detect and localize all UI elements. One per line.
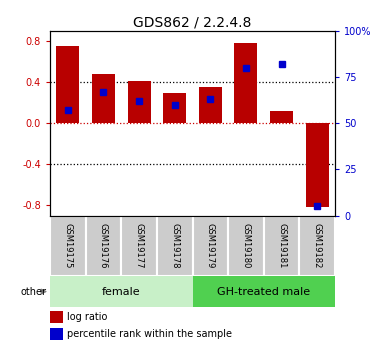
Text: GSM19175: GSM19175 [64,223,72,268]
Bar [50,328,63,340]
Bar [234,43,258,124]
Title: GDS862 / 2.2.4.8: GDS862 / 2.2.4.8 [133,16,252,30]
Text: log ratio: log ratio [67,312,107,322]
Bar [92,74,115,124]
Bar [163,92,186,124]
Bar [228,216,264,276]
Bar [300,216,335,276]
Text: GSM19181: GSM19181 [277,223,286,268]
Text: GSM19178: GSM19178 [170,223,179,268]
Bar [50,216,85,276]
Bar [56,47,79,124]
Text: GSM19179: GSM19179 [206,223,215,268]
Text: GH-treated male: GH-treated male [217,287,310,296]
Bar [157,216,192,276]
Bar [50,310,63,323]
Bar [50,276,192,307]
Text: GSM19177: GSM19177 [135,223,144,268]
Text: GSM19176: GSM19176 [99,223,108,268]
Bar [264,216,300,276]
Text: other: other [20,287,46,296]
Bar [85,216,121,276]
Bar [270,111,293,124]
Text: GSM19180: GSM19180 [241,223,250,268]
Bar [121,216,157,276]
Text: GSM19182: GSM19182 [313,223,321,268]
Text: female: female [102,287,141,296]
Bar [192,216,228,276]
Bar [306,124,329,207]
Bar [192,276,335,307]
Text: percentile rank within the sample: percentile rank within the sample [67,329,232,339]
Bar [127,81,151,124]
Bar [199,87,222,124]
